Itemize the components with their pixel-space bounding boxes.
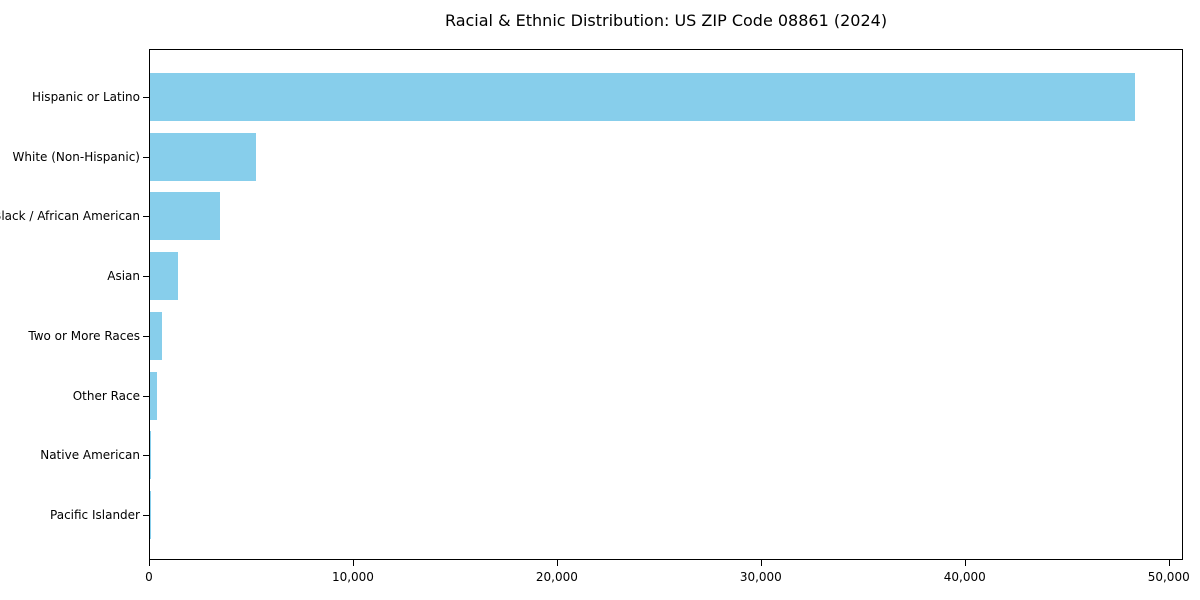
x-tick-mark: [556, 560, 558, 566]
x-tick-mark: [149, 560, 150, 566]
y-axis-label: Hispanic or Latino: [31, 90, 140, 104]
bar-two-or-more-races: [150, 311, 162, 360]
chart-title: Racial & Ethnic Distribution: US ZIP Cod…: [444, 11, 888, 30]
y-axis-label: Pacific Islander: [50, 507, 140, 522]
y-axis-label: Two or More Races: [28, 328, 140, 343]
x-tick-mark: [760, 560, 762, 566]
y-tick-mark: [143, 395, 149, 397]
x-axis-tick-label: 50,000: [1147, 570, 1190, 584]
bar-native-american: [150, 431, 151, 480]
x-tick-mark: [1168, 560, 1170, 566]
y-axis-label: Other Race: [72, 388, 140, 403]
bar-asian: [150, 252, 178, 301]
bar-black-african-american: [150, 192, 221, 241]
x-tick-mark: [352, 560, 354, 566]
y-tick-mark: [143, 514, 149, 516]
y-tick-mark: [143, 455, 149, 457]
y-axis-label: Native American: [40, 448, 140, 463]
x-axis-tick-label: 30,000: [739, 570, 782, 584]
y-tick-mark: [143, 335, 149, 337]
y-tick-mark: [143, 97, 149, 98]
y-axis-label: White (Non-Hispanic): [12, 149, 140, 164]
plot-area: [149, 49, 1183, 560]
x-axis-tick-label: 0: [145, 570, 153, 584]
y-tick-mark: [143, 276, 149, 278]
x-axis-tick-label: 20,000: [535, 570, 578, 584]
bar-white-non-hispanic: [150, 132, 257, 181]
y-axis-label: Black / African American: [0, 209, 140, 224]
x-axis-tick-label: 40,000: [943, 570, 986, 584]
y-tick-mark: [143, 156, 149, 158]
bar-hispanic-or-latino: [150, 73, 1136, 121]
y-axis-label: Asian: [107, 269, 140, 284]
x-tick-mark: [964, 560, 966, 566]
x-axis-tick-label: 10,000: [331, 570, 374, 584]
bar-other-race: [150, 371, 158, 420]
y-tick-mark: [143, 216, 149, 218]
